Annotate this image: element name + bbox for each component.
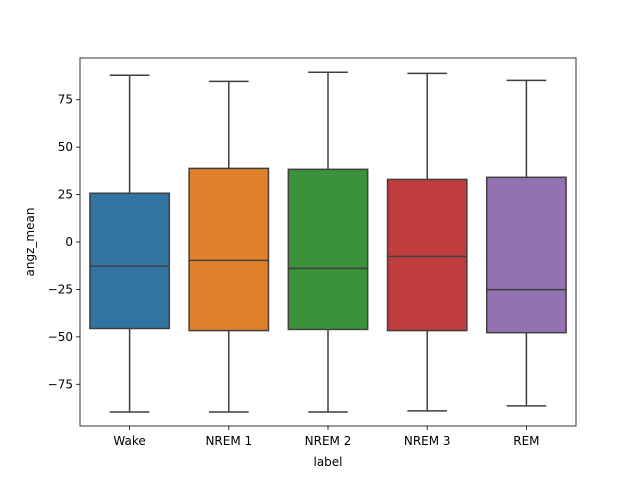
box-iqr (485, 176, 567, 334)
y-tick-label: −25 (48, 282, 73, 296)
x-tick-label: Wake (113, 434, 145, 448)
box-group (287, 71, 369, 413)
x-tick-label: REM (513, 434, 539, 448)
box-group (485, 79, 567, 407)
y-axis-label: angz_mean (23, 208, 37, 277)
y-tick-label: 0 (65, 235, 73, 249)
x-tick-label: NREM 1 (205, 434, 252, 448)
y-tick-label: 75 (58, 93, 73, 107)
box-group (188, 80, 270, 413)
y-axis: 75 50 25 0 −25 −50 −75 (48, 93, 80, 391)
x-tick-label: NREM 2 (305, 434, 352, 448)
box-group (386, 72, 468, 412)
y-tick-label: −75 (48, 377, 73, 391)
y-tick-label: 25 (58, 188, 73, 202)
box-iqr (386, 178, 468, 332)
box-iqr (287, 168, 369, 331)
x-tick-label: NREM 3 (404, 434, 451, 448)
box-iqr (188, 167, 270, 332)
box-iqr (89, 192, 171, 330)
y-tick-label: 50 (58, 140, 73, 154)
box-group (89, 74, 171, 413)
x-axis-label: label (313, 455, 342, 469)
y-tick-label: −50 (48, 330, 73, 344)
boxes-layer (89, 71, 567, 413)
x-axis: Wake NREM 1 NREM 2 NREM 3 REM (113, 426, 540, 448)
